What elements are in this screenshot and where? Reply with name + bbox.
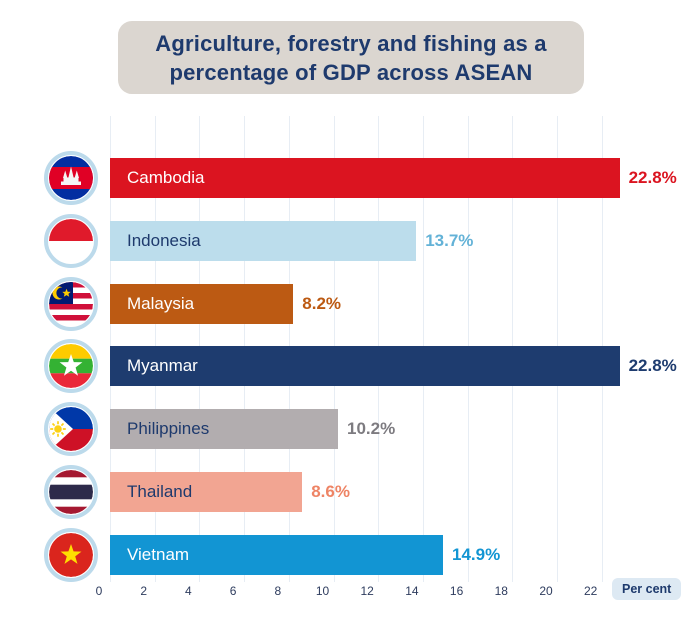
x-axis-tick: 22 <box>584 584 598 598</box>
value-label: 14.9% <box>452 545 501 564</box>
cambodia-flag-icon <box>49 156 93 200</box>
value-label: 8.2% <box>302 294 342 313</box>
flag-circle <box>44 277 98 331</box>
flag-circle <box>44 151 98 205</box>
chart-title-line2: percentage of GDP across ASEAN <box>169 59 533 85</box>
x-axis-tick: 14 <box>405 584 419 598</box>
x-axis-tick: 12 <box>360 584 374 598</box>
country-bar: Malaysia <box>110 284 294 324</box>
axis-unit-badge: Per cent <box>612 578 682 600</box>
country-bar: Cambodia <box>110 158 620 198</box>
country-bar: Thailand <box>110 472 303 512</box>
flag-circle <box>44 528 98 582</box>
malaysia-flag-icon <box>49 282 93 326</box>
country-bar: Philippines <box>110 409 338 449</box>
country-label: Malaysia <box>127 294 195 313</box>
myanmar-flag-icon <box>49 344 93 388</box>
country-bar: Indonesia <box>110 221 417 261</box>
country-bar: Myanmar <box>110 346 620 386</box>
x-axis-tick: 18 <box>494 584 508 598</box>
title-box: Agriculture, forestry and fishing as a p… <box>118 21 584 94</box>
value-label: 8.6% <box>311 482 350 501</box>
value-label: 10.2% <box>347 419 396 438</box>
x-axis-tick: 0 <box>95 584 103 598</box>
x-axis-tick: 8 <box>274 584 282 598</box>
country-label: Cambodia <box>127 168 205 187</box>
x-axis-tick: 6 <box>229 584 237 598</box>
x-axis-tick: 2 <box>140 584 148 598</box>
x-axis-tick: 4 <box>185 584 192 598</box>
x-axis-tick: 10 <box>315 584 330 598</box>
vietnam-flag-icon <box>49 533 93 577</box>
thailand-flag-icon <box>49 470 93 514</box>
flag-circle <box>44 402 98 456</box>
value-label: 22.8% <box>628 356 677 375</box>
value-label: 22.8% <box>628 168 677 187</box>
flag-circle <box>44 465 98 519</box>
flag-circle <box>44 339 98 393</box>
country-label: Vietnam <box>127 545 190 564</box>
country-label: Thailand <box>127 482 193 501</box>
indonesia-flag-icon <box>49 219 93 263</box>
country-label: Myanmar <box>127 356 198 375</box>
country-bar: Vietnam <box>110 535 443 575</box>
value-label: 13.7% <box>425 231 474 250</box>
x-axis-tick: 20 <box>539 584 553 598</box>
x-axis-tick: 16 <box>449 584 464 598</box>
philippines-flag-icon <box>49 407 93 451</box>
country-label: Indonesia <box>127 231 201 250</box>
country-label: Philippines <box>127 419 210 438</box>
flag-circle <box>44 214 98 268</box>
chart-title-line1: Agriculture, forestry and fishing as a <box>155 30 547 56</box>
